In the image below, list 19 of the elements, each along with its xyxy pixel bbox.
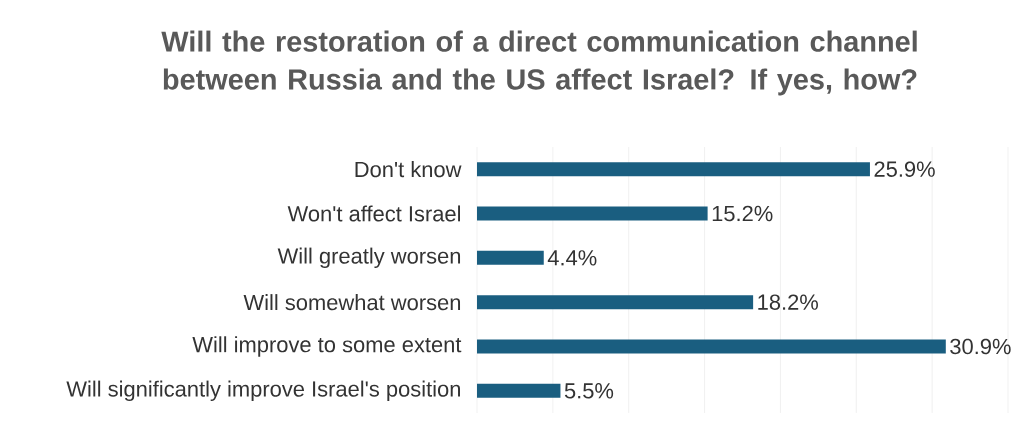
y-tick-label: Don't know [355, 161, 462, 178]
y-tick-label: Won't affect Israel [287, 205, 461, 222]
chart-title: Will the restoration of a direct communication channel between Russia and the US affect Israel? If yes, how? [161, 30, 917, 96]
bar [477, 383, 561, 398]
data-label: 5.5% [564, 383, 614, 399]
y-tick-label: Will significantly improve Israel's position [66, 380, 460, 402]
y-tick-label: Will somewhat worsen [243, 294, 461, 311]
bar [477, 206, 708, 221]
y-tick-label: Will greatly worsen [277, 247, 461, 269]
bar [477, 250, 544, 265]
data-label: 30.9% [950, 338, 1011, 355]
data-label: 18.2% [758, 294, 818, 310]
data-label: 25.9% [874, 161, 935, 177]
bar [477, 339, 946, 354]
bar [477, 162, 870, 177]
y-tick-label: Will improve to some extent [192, 336, 462, 357]
bar [477, 295, 754, 310]
data-label: 15.2% [712, 205, 773, 222]
data-label: 4.4% [547, 250, 597, 266]
